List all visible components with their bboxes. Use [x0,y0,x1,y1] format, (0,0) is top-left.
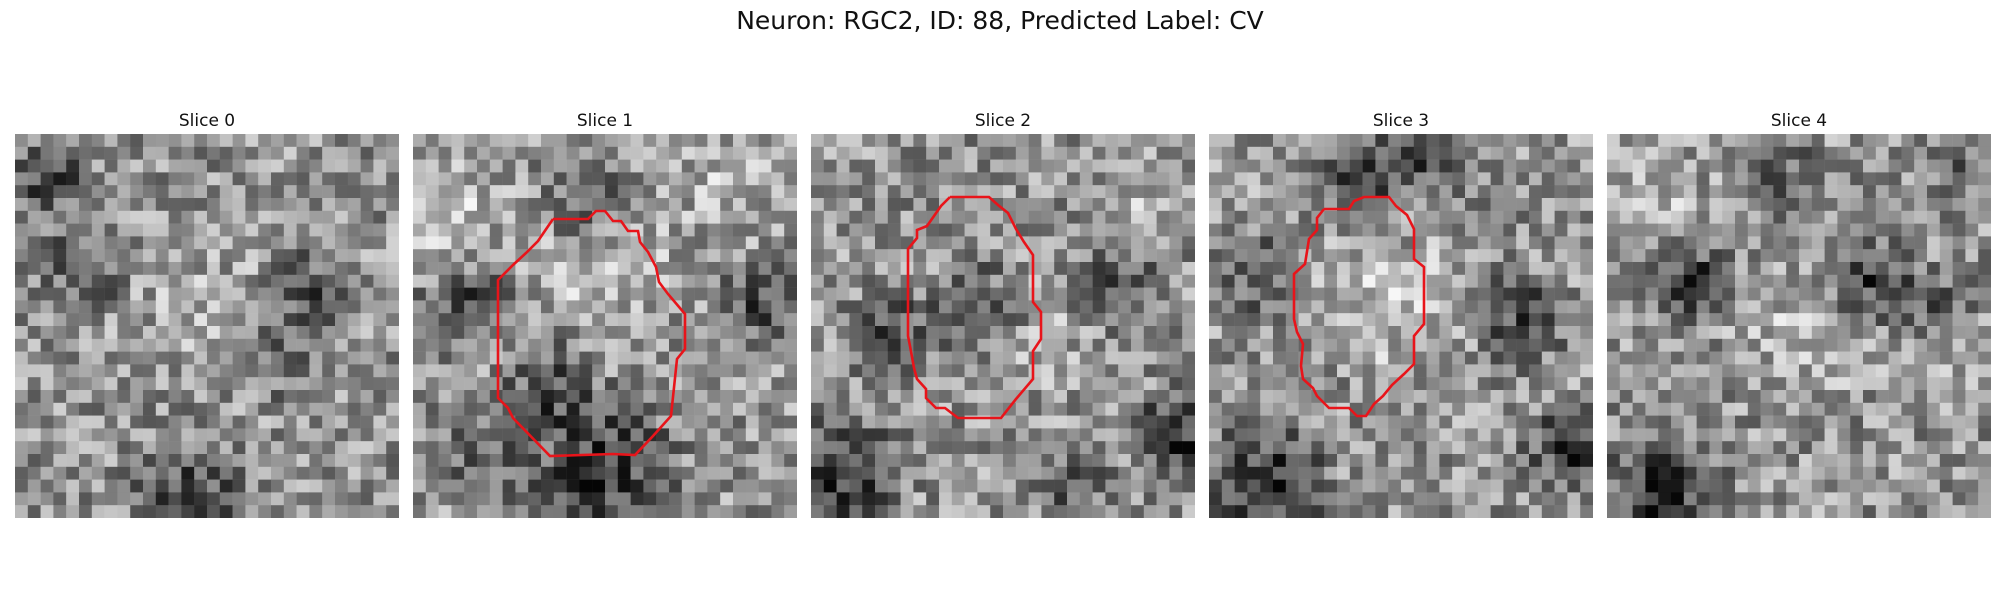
slice-pixel-grid [1209,134,1593,518]
slice-panel-4: Slice 4 [1607,108,1991,518]
slice-image [413,134,797,518]
slice-pixel-grid [811,134,1195,518]
slice-pixel-grid [1607,134,1991,518]
slice-title: Slice 2 [974,111,1032,131]
figure-title: Neuron: RGC2, ID: 88, Predicted Label: C… [736,6,1264,35]
slice-pixel-grid [15,134,399,518]
slice-image [1209,134,1593,518]
slice-panel-0: Slice 0 [15,108,399,518]
slice-title: Slice 4 [1770,111,1828,131]
segmentation-contour [496,209,687,458]
slice-panel-3: Slice 3 [1209,108,1593,518]
slice-image [811,134,1195,518]
segmentation-contour [906,195,1043,420]
slice-pixel-grid [413,134,797,518]
slice-title: Slice 0 [178,111,236,131]
slice-title: Slice 3 [1372,111,1430,131]
slice-panel-2: Slice 2 [811,108,1195,518]
slice-image [1607,134,1991,518]
slice-panel-1: Slice 1 [413,108,797,518]
slice-title: Slice 1 [576,111,634,131]
slice-image [15,134,399,518]
segmentation-contour [1292,195,1426,418]
